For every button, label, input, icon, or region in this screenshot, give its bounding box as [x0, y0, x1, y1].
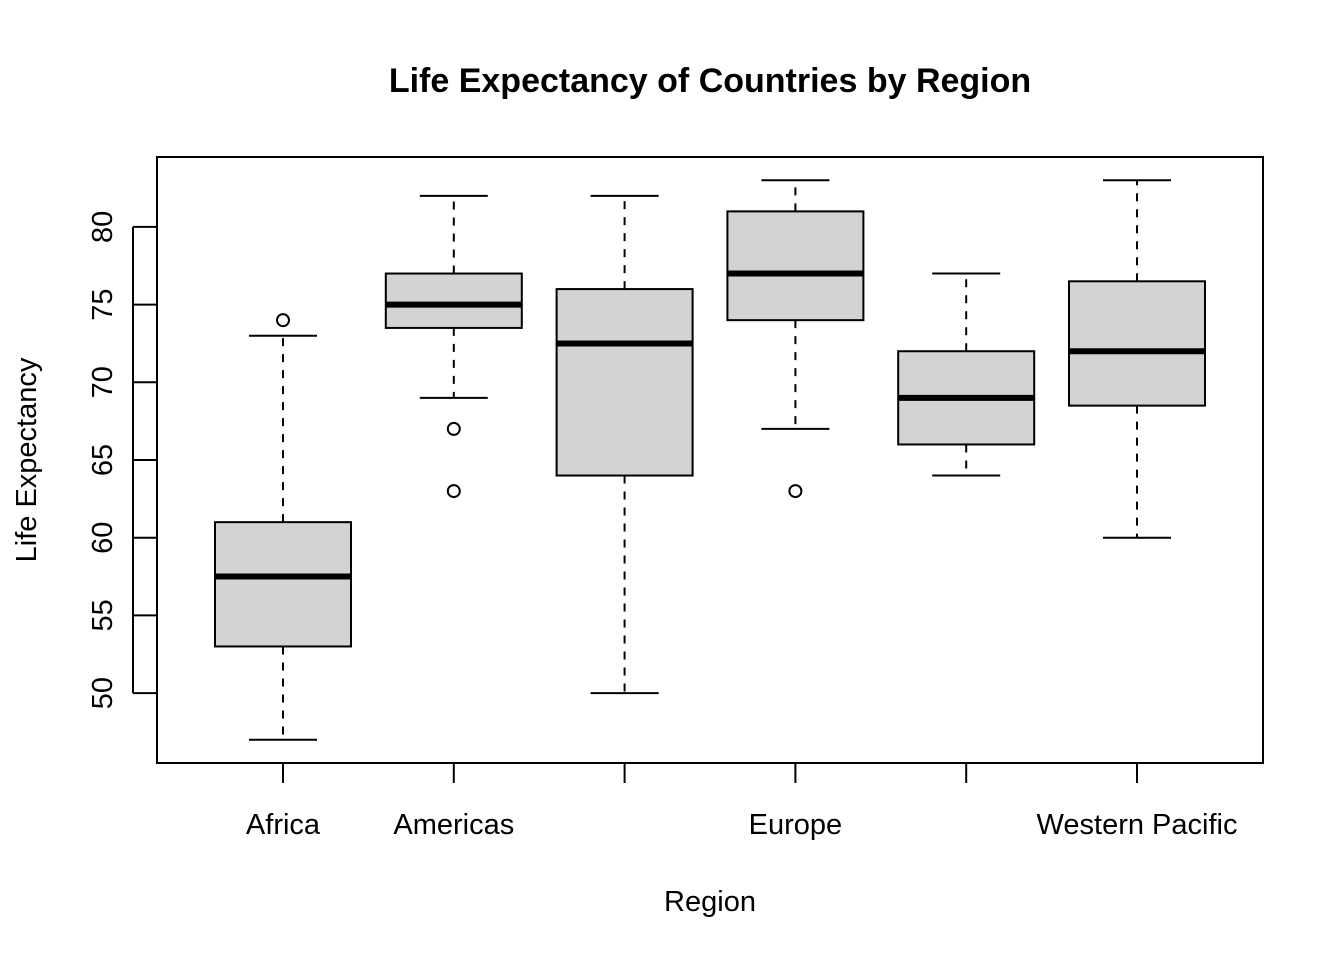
y-tick-label: 60 [87, 522, 119, 554]
box-group [1068, 179, 1206, 539]
outlier-point [446, 484, 461, 499]
box-group [726, 179, 865, 499]
outlier-point [446, 421, 461, 436]
box-group [214, 313, 352, 741]
y-axis-label: Life Expectancy [11, 357, 43, 562]
x-tick-label: Western Pacific [1037, 809, 1238, 841]
box-group [384, 194, 523, 499]
outlier-point [788, 484, 803, 499]
y-tick-label: 80 [87, 211, 119, 243]
chart-title: Life Expectancy of Countries by Region [389, 62, 1031, 100]
y-axis: 50 55 60 65 70 75 80 [87, 211, 157, 709]
x-tick-label: Africa [246, 809, 321, 841]
box-iqr [1068, 280, 1206, 407]
x-axis: Africa Americas Europe Western Pacific [246, 763, 1238, 841]
outlier-point [276, 313, 290, 328]
y-tick-label: 75 [87, 288, 119, 320]
y-tick-label: 70 [87, 366, 119, 398]
box-group [555, 194, 694, 695]
box-iqr [384, 272, 523, 329]
box-iqr [726, 210, 865, 322]
box-iqr [214, 521, 352, 648]
box-iqr [555, 288, 694, 477]
box-group [897, 272, 1036, 477]
y-tick-label: 50 [87, 677, 119, 709]
boxes-layer [214, 179, 1206, 741]
x-axis-label: Region [664, 886, 756, 918]
x-tick-label: Americas [393, 809, 514, 841]
x-tick-label: Europe [749, 809, 843, 841]
plot-frame [156, 156, 1264, 764]
y-tick-label: 55 [87, 599, 119, 631]
y-tick-label: 65 [87, 444, 119, 476]
